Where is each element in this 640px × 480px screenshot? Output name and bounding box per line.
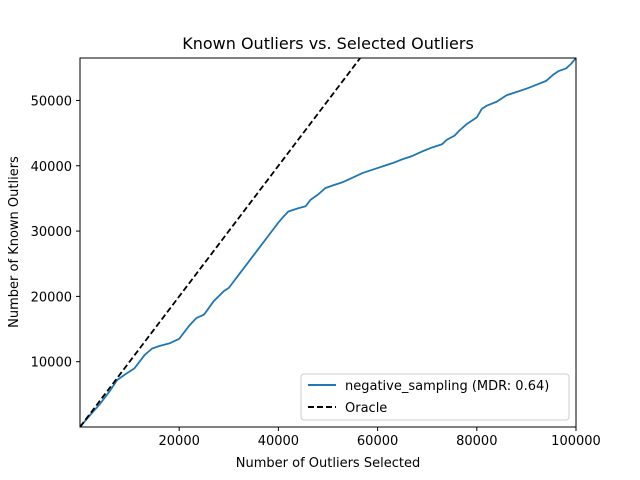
x-tick-label: 80000	[456, 434, 497, 449]
x-tick-label: 20000	[159, 434, 200, 449]
legend: negative_sampling (MDR: 0.64) Oracle	[300, 373, 570, 421]
x-tick-label: 40000	[258, 434, 299, 449]
x-tick-label: 60000	[357, 434, 398, 449]
y-tick-label: 30000	[31, 225, 72, 240]
y-tick-label: 10000	[31, 356, 72, 371]
series-line-negative-sampling	[80, 58, 576, 427]
y-tick-label: 50000	[31, 94, 72, 109]
x-axis-ticks: 20000 40000 60000 80000 100000	[159, 427, 601, 449]
y-axis-ticks: 10000 20000 30000 40000 50000	[31, 94, 80, 371]
x-axis-label: Number of Outliers Selected	[236, 456, 420, 471]
y-tick-label: 20000	[31, 290, 72, 305]
x-tick-label: 100000	[551, 434, 601, 449]
y-tick-label: 40000	[31, 160, 72, 175]
series-line-oracle	[80, 58, 361, 427]
series-layer	[80, 58, 576, 427]
chart-title: Known Outliers vs. Selected Outliers	[182, 34, 474, 53]
legend-label-oracle: Oracle	[345, 401, 387, 416]
y-axis-label: Number of Known Outliers	[7, 156, 22, 328]
legend-label-negative-sampling: negative_sampling (MDR: 0.64)	[345, 379, 549, 394]
legend-box	[300, 373, 570, 421]
plot-frame	[79, 57, 577, 428]
